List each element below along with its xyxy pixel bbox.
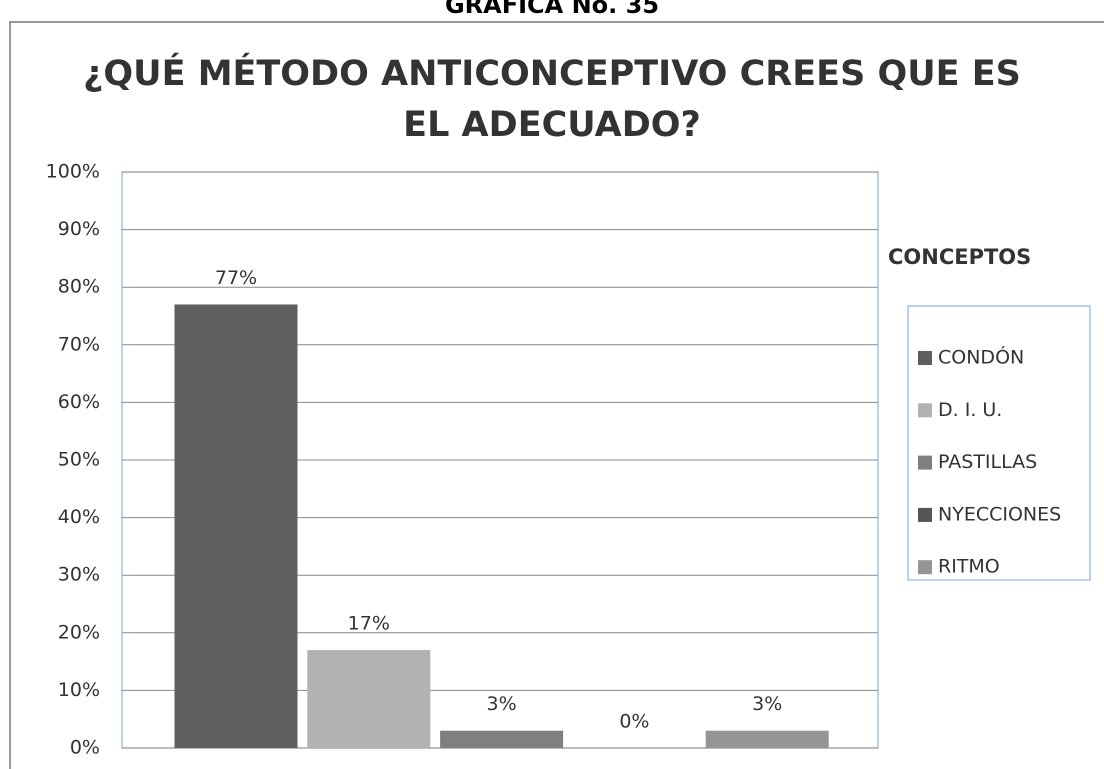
value-label: 3% [487, 693, 517, 715]
legend-label: CONDÓN [938, 345, 1024, 369]
legend-label: NYECCIONES [938, 503, 1061, 525]
bar [705, 730, 829, 748]
y-tick-label: 10% [58, 679, 100, 701]
y-tick-label: 40% [58, 506, 100, 528]
bar [440, 730, 564, 748]
legend-swatch [918, 351, 932, 365]
y-tick-label: 90% [58, 218, 100, 240]
y-tick-label: 20% [58, 621, 100, 643]
value-label: 3% [752, 693, 782, 715]
y-tick-label: 80% [58, 276, 100, 298]
y-tick-label: 70% [58, 333, 100, 355]
bar [307, 650, 431, 748]
legend-swatch [918, 403, 932, 418]
bar [174, 304, 298, 748]
legend-title: CONCEPTOS [888, 245, 1031, 269]
y-tick-label: 60% [58, 391, 100, 413]
y-tick-label: 30% [58, 564, 100, 586]
legend-swatch [918, 560, 932, 575]
y-tick-label: 50% [58, 449, 100, 471]
y-tick-label: 100% [46, 161, 100, 183]
value-label: 0% [619, 711, 649, 733]
chart-title: ¿QUÉ MÉTODO ANTICONCEPTIVO CREES QUE ES [83, 52, 1021, 94]
legend-label: D. I. U. [938, 399, 1002, 421]
legend-box [907, 305, 1091, 581]
value-label: 17% [348, 613, 390, 635]
legend-label: RITMO [938, 556, 1000, 578]
header: GRAFICA No. 35 [445, 0, 659, 19]
value-label: 77% [215, 267, 257, 289]
chart-title: EL ADECUADO? [403, 105, 701, 145]
legend-label: PASTILLAS [938, 451, 1037, 473]
legend-swatch [918, 455, 932, 470]
legend-swatch [918, 507, 932, 522]
y-tick-label: 0% [70, 737, 100, 759]
